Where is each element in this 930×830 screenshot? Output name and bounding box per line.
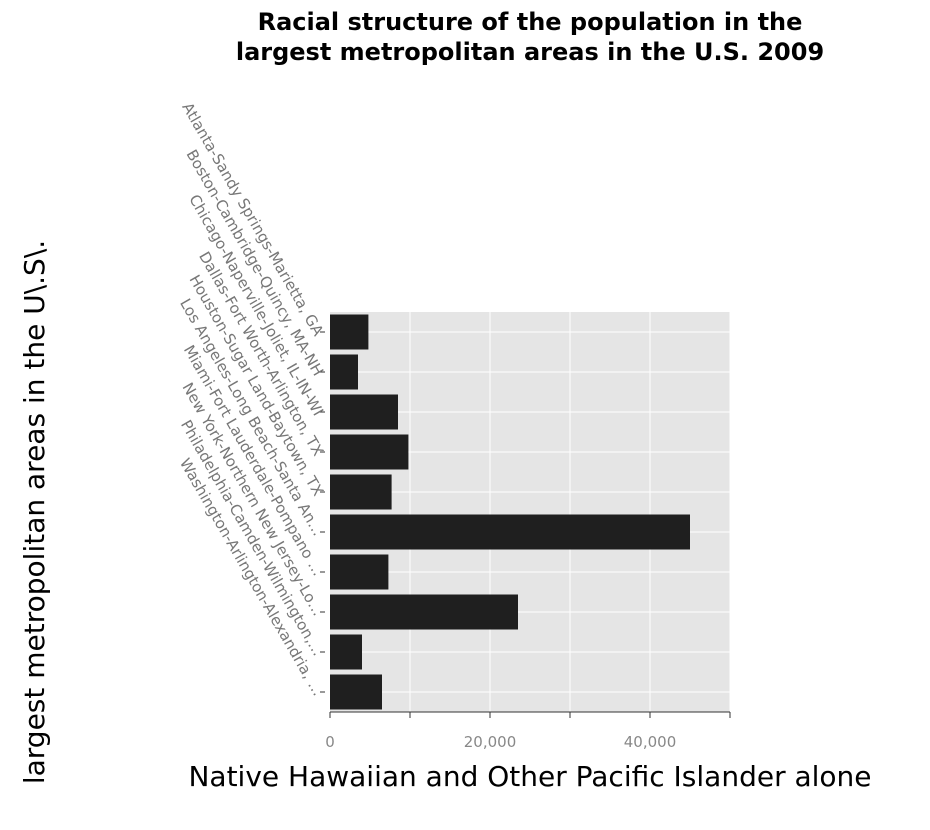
x-axis-title: Native Hawaiian and Other Pacific Island… (188, 760, 871, 793)
x-tick-label: 0 (325, 733, 335, 751)
bar (330, 474, 392, 510)
bar (330, 634, 362, 670)
bar (330, 394, 398, 430)
bar (330, 354, 358, 390)
x-axis-ticks: 0 20,000 40,000 (325, 712, 731, 751)
plot-area (330, 312, 730, 712)
y-axis-ticks (320, 331, 325, 693)
bar (330, 314, 369, 350)
bar (330, 594, 518, 630)
x-tick-label: 40,000 (624, 733, 677, 751)
chart-title-line-2: largest metropolitan areas in the U.S. 2… (236, 38, 824, 66)
chart-title-line-1: Racial structure of the population in th… (258, 8, 803, 36)
y-axis-title: largest metropolitan areas in the U\.S\. (18, 240, 51, 784)
y-axis-category-labels: Atlanta-Sandy Springs-Marietta, GABoston… (176, 99, 328, 699)
x-tick-label: 20,000 (464, 733, 517, 751)
bar (330, 554, 389, 590)
bar (330, 434, 409, 470)
bar (330, 674, 382, 710)
bars (330, 314, 690, 710)
bar (330, 514, 690, 550)
